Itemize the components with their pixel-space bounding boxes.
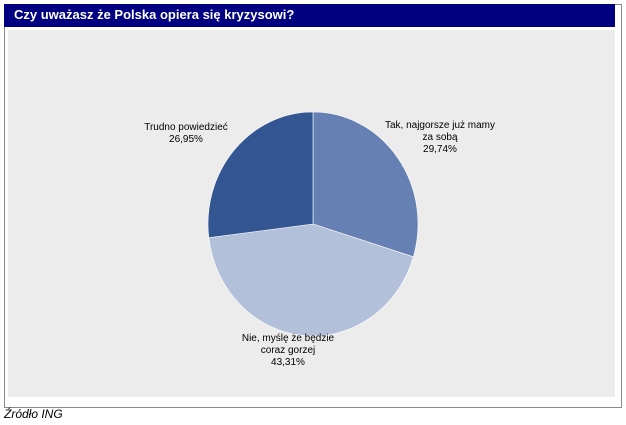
pie-slice-3 (207, 111, 314, 239)
slice-value-label: 29,74% (423, 144, 457, 155)
title-bar: Czy uważasz że Polska opiera się kryzyso… (4, 4, 615, 27)
source-note: Źródło ING (4, 407, 63, 421)
slice-label-2: Nie, myślę że będzie coraz gorzej 43,31% (242, 333, 335, 368)
slice-value-label: 43,31% (271, 357, 305, 368)
chart-title: Czy uważasz że Polska opiera się kryzyso… (14, 7, 295, 22)
slice-label-3: Trudno powiedzieć 26,95% (144, 122, 228, 145)
pie-slice-1 (312, 111, 419, 258)
slice-label-1: Tak, najgorsze już mamy za sobą 29,74% (385, 120, 495, 155)
slice-category-label: Tak, najgorsze już mamy (385, 120, 495, 131)
slice-category-label: coraz gorzej (261, 345, 315, 356)
pie-slice-2 (208, 223, 414, 337)
slice-category-label: Nie, myślę że będzie (242, 333, 335, 344)
slice-value-label: 26,95% (169, 134, 203, 145)
slice-category-label: za sobą (422, 132, 457, 143)
slice-category-label: Trudno powiedzieć (144, 122, 228, 133)
